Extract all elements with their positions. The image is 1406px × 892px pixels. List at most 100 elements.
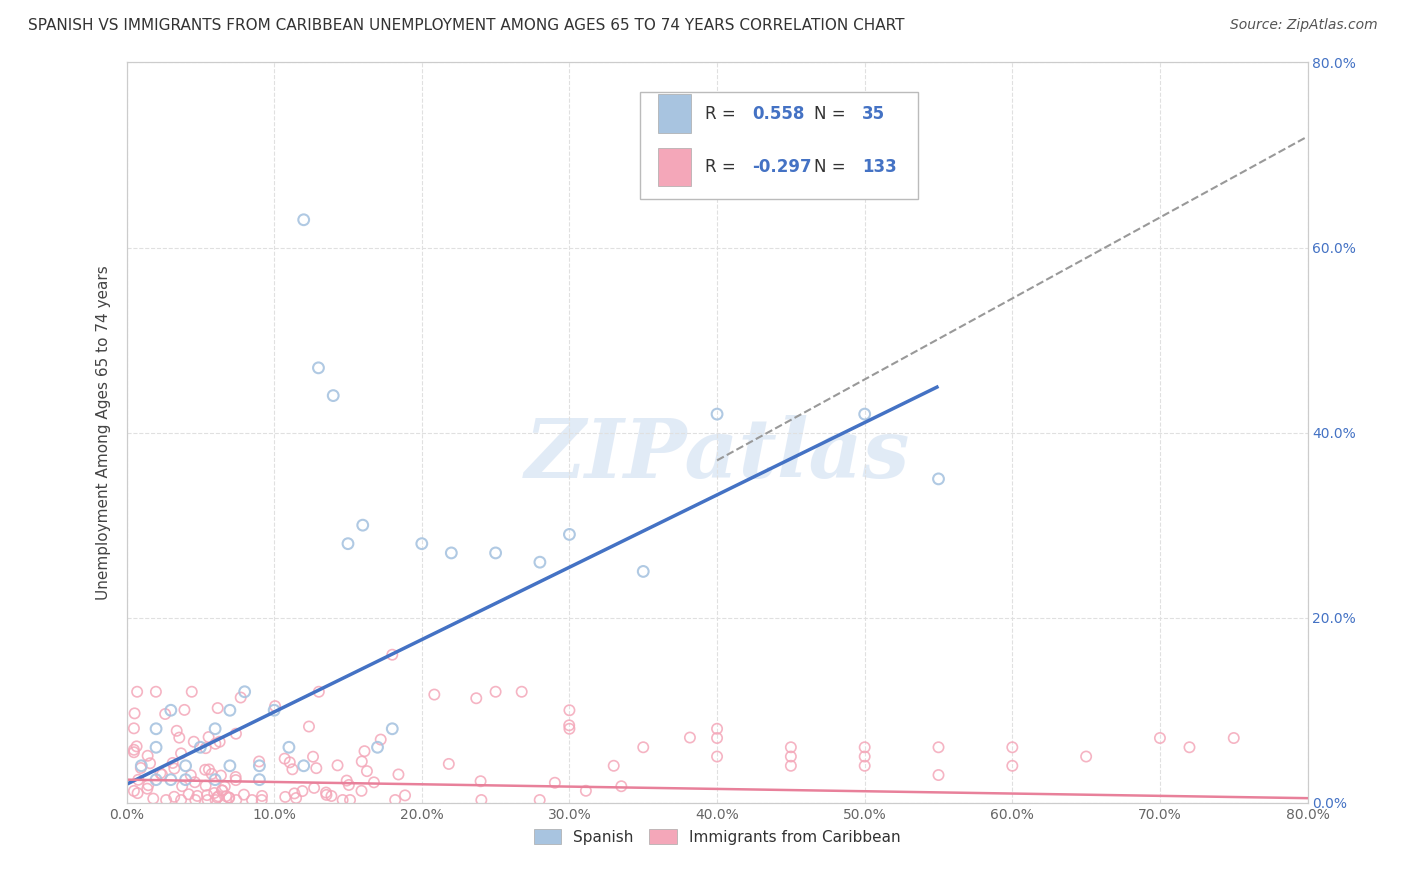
Point <box>122 784 145 798</box>
Point <box>197 730 219 744</box>
Point <box>170 747 193 761</box>
Point <box>308 685 330 699</box>
Point <box>332 793 354 807</box>
Point <box>160 703 183 717</box>
Point <box>163 762 186 776</box>
Legend: Spanish, Immigrants from Caribbean: Spanish, Immigrants from Caribbean <box>527 822 907 851</box>
Point <box>139 756 162 771</box>
Point <box>145 740 167 755</box>
Text: -0.297: -0.297 <box>752 158 813 176</box>
Point <box>292 758 315 772</box>
Point <box>780 758 803 772</box>
Point <box>706 407 728 421</box>
Text: N =: N = <box>814 158 851 176</box>
Point <box>170 793 193 807</box>
Point <box>240 793 263 807</box>
Point <box>558 527 581 541</box>
Point <box>281 762 304 776</box>
Point <box>229 690 252 705</box>
Point <box>302 749 325 764</box>
Point <box>160 772 183 787</box>
Point <box>308 360 330 375</box>
Text: R =: R = <box>706 104 741 122</box>
Point <box>225 793 247 807</box>
Text: 35: 35 <box>862 104 886 122</box>
Point <box>215 789 238 804</box>
Point <box>174 758 197 772</box>
Point <box>353 744 375 758</box>
Point <box>292 212 315 227</box>
Y-axis label: Unemployment Among Ages 65 to 74 years: Unemployment Among Ages 65 to 74 years <box>96 265 111 600</box>
Point <box>214 780 236 794</box>
Point <box>370 732 392 747</box>
Point <box>928 768 950 782</box>
Point <box>150 767 173 781</box>
Point <box>177 787 200 801</box>
Point <box>162 756 184 770</box>
Text: 133: 133 <box>862 158 897 176</box>
Point <box>122 745 145 759</box>
Point <box>470 793 492 807</box>
Point <box>1001 740 1024 755</box>
Point <box>125 739 148 754</box>
Point <box>1149 731 1171 745</box>
Point <box>278 740 301 755</box>
Point <box>853 749 876 764</box>
Point <box>575 784 598 798</box>
Point <box>225 773 247 788</box>
Point <box>679 731 702 745</box>
Point <box>780 749 803 764</box>
Point <box>194 741 217 756</box>
Point <box>184 775 207 789</box>
Point <box>232 788 254 802</box>
Bar <box>640 92 918 200</box>
Bar <box>658 95 692 133</box>
Point <box>853 740 876 755</box>
Text: N =: N = <box>814 104 851 122</box>
Point <box>153 706 176 721</box>
Point <box>208 735 231 749</box>
Point <box>1001 758 1024 772</box>
Point <box>204 737 226 751</box>
Text: Source: ZipAtlas.com: Source: ZipAtlas.com <box>1230 18 1378 32</box>
Point <box>322 388 344 402</box>
Point <box>250 789 273 803</box>
Point <box>1076 749 1098 764</box>
Point <box>510 685 533 699</box>
Point <box>204 772 226 787</box>
Point <box>484 546 508 560</box>
Point <box>529 555 551 569</box>
Point <box>381 722 404 736</box>
Point <box>274 789 297 804</box>
Point <box>298 719 321 733</box>
Point <box>423 688 446 702</box>
Point <box>142 791 165 805</box>
Point <box>633 565 655 579</box>
Point <box>198 763 221 777</box>
Point <box>363 775 385 789</box>
Point <box>339 793 361 807</box>
Point <box>853 407 876 421</box>
Point <box>273 751 295 765</box>
Point <box>558 703 581 717</box>
Point <box>350 784 373 798</box>
Point <box>250 793 273 807</box>
Point <box>633 740 655 755</box>
Point <box>174 772 197 787</box>
Point <box>780 740 803 755</box>
Point <box>225 727 247 741</box>
Point <box>249 772 271 787</box>
Point <box>264 699 287 714</box>
Point <box>278 756 301 770</box>
Point <box>169 731 191 745</box>
Point <box>195 788 218 802</box>
Point <box>249 758 271 772</box>
Point <box>853 758 876 772</box>
Point <box>173 703 195 717</box>
Point <box>302 780 325 795</box>
Point <box>470 774 492 789</box>
Point <box>387 767 409 781</box>
Point <box>337 778 360 792</box>
Bar <box>658 147 692 186</box>
Point <box>411 536 433 550</box>
